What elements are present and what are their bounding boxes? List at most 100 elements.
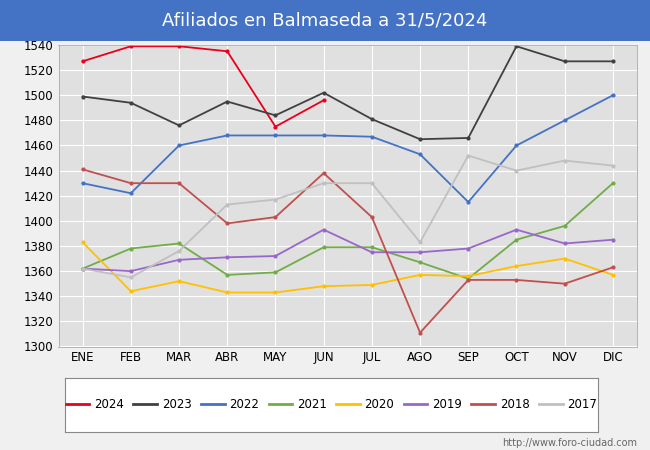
2019: [127, 268, 135, 274]
2022: [224, 133, 231, 138]
2019: [416, 250, 424, 255]
2018: [513, 277, 521, 283]
Text: Afiliados en Balmaseda a 31/5/2024: Afiliados en Balmaseda a 31/5/2024: [162, 11, 488, 29]
2017: [272, 197, 280, 202]
2018: [127, 180, 135, 186]
Line: 2017: 2017: [81, 154, 614, 279]
2019: [464, 246, 472, 251]
2022: [513, 143, 521, 148]
2019: [609, 237, 617, 243]
2017: [320, 180, 328, 186]
2023: [513, 44, 521, 49]
2019: [513, 227, 521, 232]
2021: [175, 241, 183, 246]
2017: [561, 158, 569, 163]
2017: [127, 274, 135, 280]
2017: [609, 163, 617, 168]
2017: [224, 202, 231, 207]
2022: [175, 143, 183, 148]
2018: [79, 166, 86, 172]
2021: [416, 260, 424, 265]
2021: [609, 180, 617, 186]
2021: [368, 244, 376, 250]
2017: [368, 180, 376, 186]
Line: 2020: 2020: [81, 241, 614, 294]
Legend: 2024, 2023, 2022, 2021, 2020, 2019, 2018, 2017: 2024, 2023, 2022, 2021, 2020, 2019, 2018…: [61, 394, 602, 416]
2020: [368, 282, 376, 288]
2024: [224, 49, 231, 54]
2018: [609, 265, 617, 270]
2021: [464, 276, 472, 281]
2020: [175, 279, 183, 284]
2017: [416, 239, 424, 245]
Line: 2022: 2022: [81, 94, 614, 203]
2020: [127, 288, 135, 294]
2022: [320, 133, 328, 138]
2022: [79, 180, 86, 186]
Line: 2019: 2019: [81, 228, 614, 273]
2020: [320, 284, 328, 289]
2023: [127, 100, 135, 105]
2022: [416, 152, 424, 157]
2023: [175, 123, 183, 128]
2019: [320, 227, 328, 232]
2019: [561, 241, 569, 246]
2017: [513, 168, 521, 173]
2020: [272, 290, 280, 295]
2020: [416, 272, 424, 278]
2020: [561, 256, 569, 261]
2023: [320, 90, 328, 95]
2018: [272, 214, 280, 220]
2020: [464, 274, 472, 279]
2024: [272, 124, 280, 129]
Line: 2024: 2024: [81, 45, 325, 128]
2022: [609, 93, 617, 98]
2021: [561, 223, 569, 229]
2021: [224, 272, 231, 278]
Text: http://www.foro-ciudad.com: http://www.foro-ciudad.com: [502, 438, 637, 448]
2023: [561, 58, 569, 64]
2024: [320, 98, 328, 103]
2022: [561, 117, 569, 123]
2021: [127, 246, 135, 251]
2023: [224, 99, 231, 104]
2023: [416, 136, 424, 142]
2024: [175, 44, 183, 49]
2021: [79, 266, 86, 271]
2020: [513, 263, 521, 269]
2022: [272, 133, 280, 138]
2021: [320, 244, 328, 250]
2019: [368, 250, 376, 255]
2018: [368, 214, 376, 220]
2020: [609, 272, 617, 278]
2017: [464, 153, 472, 158]
2023: [79, 94, 86, 99]
2023: [272, 112, 280, 118]
2024: [79, 58, 86, 64]
2020: [79, 239, 86, 245]
Line: 2021: 2021: [81, 182, 614, 280]
2024: [127, 44, 135, 49]
2017: [79, 266, 86, 271]
2023: [464, 135, 472, 141]
2018: [464, 277, 472, 283]
2019: [272, 253, 280, 259]
2022: [464, 199, 472, 205]
Line: 2018: 2018: [81, 168, 614, 334]
2022: [368, 134, 376, 140]
2019: [79, 266, 86, 271]
2023: [368, 117, 376, 122]
2019: [224, 255, 231, 260]
2017: [175, 248, 183, 254]
2021: [272, 270, 280, 275]
2018: [561, 281, 569, 286]
2019: [175, 257, 183, 262]
2018: [320, 171, 328, 176]
2020: [224, 290, 231, 295]
2018: [416, 330, 424, 335]
2022: [127, 190, 135, 196]
2018: [224, 220, 231, 226]
2018: [175, 180, 183, 186]
2021: [513, 237, 521, 243]
2023: [609, 58, 617, 64]
